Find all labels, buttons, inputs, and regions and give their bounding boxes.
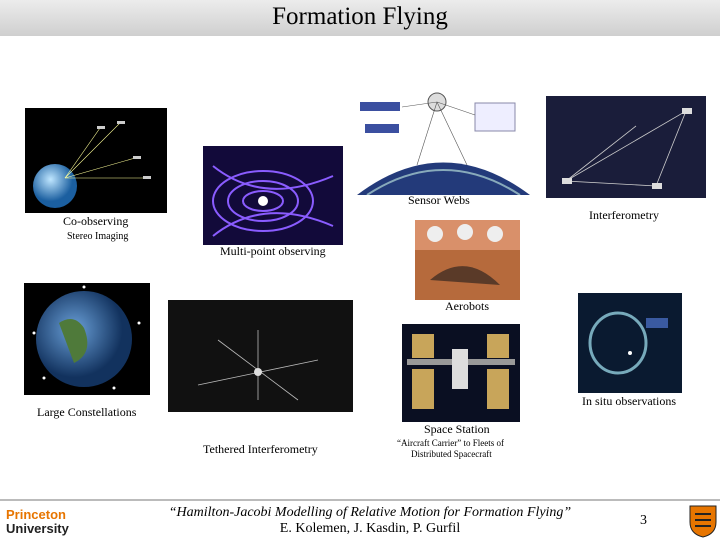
slide-title: Formation Flying (272, 3, 448, 30)
footer-rule (0, 499, 720, 501)
in-situ-image (578, 293, 682, 393)
caption: Interferometry (589, 208, 659, 222)
authors: E. Kolemen, J. Kasdin, P. Gurfil (279, 521, 461, 536)
caption: “Aircraft Carrier” to Fleets of (397, 438, 504, 448)
citation-block: “Hamilton-Jacobi Modelling of Relative M… (140, 505, 600, 537)
logo: Princeton University (6, 508, 69, 536)
aerobots-image (415, 220, 520, 300)
caption: In situ observations (582, 394, 676, 408)
space-station-image (402, 324, 520, 422)
logo-line: University (6, 521, 69, 536)
caption: Tethered Interferometry (203, 442, 318, 456)
shield (689, 505, 717, 538)
caption: Sensor Webs (408, 193, 470, 207)
interferometry-image (546, 96, 706, 198)
page-number: 3 (640, 513, 647, 528)
caption: Stereo Imaging (67, 231, 129, 242)
caption: Large Constellations (37, 405, 137, 419)
tethered-image (168, 300, 353, 412)
logo-line: Princeton (6, 507, 66, 522)
caption: Aerobots (445, 299, 489, 313)
multi-point-image (203, 146, 343, 245)
caption: Multi-point observing (220, 244, 326, 258)
co-observing-image (25, 108, 167, 213)
citation: “Hamilton-Jacobi Modelling of Relative M… (168, 505, 572, 520)
large-constellations-image (24, 283, 150, 395)
caption: Space Station (424, 422, 490, 436)
caption: Co-observing (63, 214, 129, 228)
caption: Distributed Spacecraft (411, 449, 492, 459)
title-bar (0, 0, 720, 36)
sensor-webs-image (357, 70, 530, 195)
